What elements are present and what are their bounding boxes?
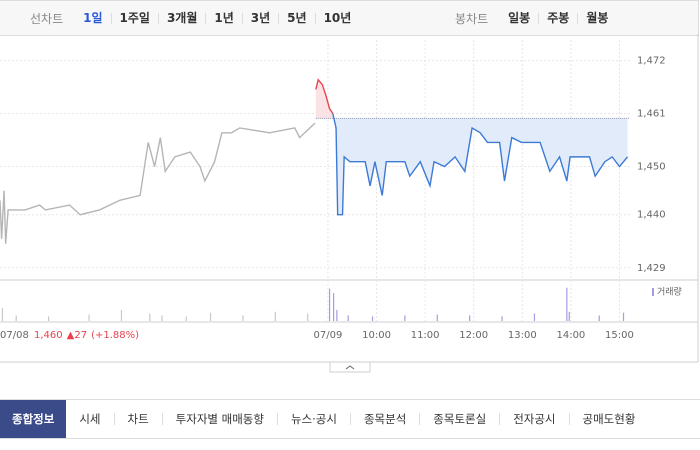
volume-bar — [622, 312, 625, 321]
volume-bar — [328, 288, 331, 321]
period-button[interactable]: 1년 — [205, 12, 241, 24]
volume-bar — [501, 316, 503, 321]
x-tick-label: 14:00 — [556, 330, 585, 341]
collapse-icon — [345, 365, 355, 370]
x-tick-label: 10:00 — [362, 330, 391, 341]
tab[interactable]: 종합정보 — [0, 400, 67, 438]
price-info-change: ▲27 — [67, 330, 87, 341]
volume-bar — [161, 315, 163, 321]
volume-bar — [307, 313, 309, 321]
collapse-button[interactable] — [329, 361, 371, 373]
volume-bar — [209, 312, 212, 321]
tab[interactable]: 차트 — [113, 413, 162, 425]
volume-bar — [47, 316, 50, 321]
tab-bar: 종합정보 시세 차트 투자자별 매매동향 뉴스·공시 종목분석 종목토론실 전자공시 공매도현황 — [0, 399, 700, 439]
line-chart-label: 선차트 — [30, 11, 64, 26]
reference-area — [315, 79, 333, 119]
price-info: 1,460 ▲27 (+1.88%) — [34, 330, 139, 341]
x-tick-label: 13:00 — [508, 330, 537, 341]
reference-area — [332, 113, 628, 215]
candle-button[interactable]: 월봉 — [577, 12, 616, 24]
volume-bar — [120, 309, 123, 321]
tab[interactable]: 종목토론실 — [419, 413, 499, 425]
volume-bar — [568, 311, 570, 321]
tab[interactable]: 투자자별 매매동향 — [161, 413, 277, 425]
tab[interactable]: 시세 — [79, 412, 101, 426]
volume-bar — [15, 315, 17, 321]
volume-bar — [469, 315, 471, 321]
chart: 거래량 1,429 1,440 1,450 1,461 1,472 07/08 07/09 1… — [0, 34, 699, 373]
period-button[interactable]: 1일 — [83, 10, 103, 25]
candle-button[interactable]: 일봉 — [508, 10, 531, 25]
volume-bar — [336, 309, 338, 321]
price-line — [315, 78, 334, 114]
x-tick-label: 11:00 — [411, 330, 440, 341]
period-button[interactable]: 3개월 — [157, 12, 205, 24]
line-period-group: 선차트 1일 1주일 3개월 1년 3년 5년 10년 — [30, 1, 359, 35]
period-button[interactable]: 10년 — [314, 12, 360, 24]
y-tick-label: 1,472 — [637, 55, 666, 66]
volume-legend-swatch — [652, 288, 654, 296]
volume-bar — [274, 311, 276, 321]
volume-bar — [88, 314, 90, 321]
y-tick-label: 1,440 — [637, 210, 666, 221]
candle-chart-label: 봉차트 — [455, 11, 489, 26]
volume-bar — [404, 315, 406, 321]
y-tick-label: 1,461 — [637, 108, 666, 119]
volume-legend: 거래량 — [657, 286, 682, 298]
volume-bar — [242, 315, 244, 321]
volume-bar — [333, 293, 335, 321]
volume-bar — [1, 308, 4, 321]
volume-bar — [185, 316, 187, 321]
candle-button[interactable]: 주봉 — [538, 12, 577, 24]
tab[interactable]: 뉴스·공시 — [276, 413, 350, 425]
volume-bar — [347, 315, 349, 321]
tab[interactable]: 종목분석 — [349, 413, 419, 425]
period-button[interactable]: 5년 — [278, 12, 314, 24]
period-button[interactable]: 3년 — [241, 12, 278, 24]
price-line — [332, 113, 629, 216]
x-tick-label: 15:00 — [605, 330, 634, 341]
price-info-rate: (+1.88%) — [91, 330, 139, 341]
y-tick-label: 1,429 — [637, 263, 666, 274]
x-tick-label: 07/09 — [314, 330, 343, 341]
toolbar: 선차트 1일 1주일 3개월 1년 3년 5년 10년 봉차트 일봉 주봉 월봉 — [0, 0, 699, 36]
volume-bar — [598, 315, 600, 321]
period-button[interactable]: 1주일 — [110, 12, 158, 24]
y-tick-label: 1,450 — [637, 162, 666, 173]
x-tick-label: 07/08 — [0, 330, 29, 341]
x-tick-label: 12:00 — [459, 330, 488, 341]
price-line — [0, 122, 316, 244]
candle-period-group: 봉차트 일봉 주봉 월봉 — [455, 1, 616, 35]
price-info-price: 1,460 — [34, 330, 63, 341]
tab[interactable]: 공매도현황 — [568, 413, 649, 425]
tab[interactable]: 전자공시 — [499, 413, 568, 425]
volume-bar — [566, 287, 568, 321]
volume-bar — [149, 313, 151, 321]
volume-bar — [533, 313, 536, 321]
volume-bar — [371, 316, 374, 321]
volume-bar — [436, 314, 438, 321]
